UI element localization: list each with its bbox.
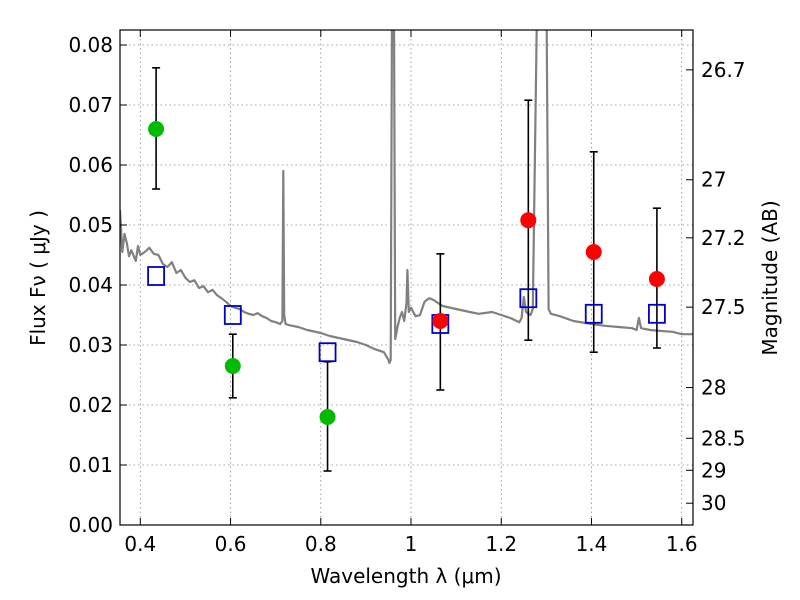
- model-photometry-box: [318, 342, 337, 363]
- model-spectrum-line: [120, 30, 693, 365]
- y-tick-label: 0.00: [68, 513, 113, 537]
- y-tick-label: 0.04: [68, 273, 113, 297]
- y-tick-label: 0.07: [68, 93, 113, 117]
- mag-tick-label: 30: [701, 491, 726, 515]
- mag-tick-label: 27.2: [701, 226, 746, 250]
- y-axis-right: 26.7 27 27.2 27.5 28 28.5 29 30: [686, 58, 746, 515]
- y-tick-label: 0.05: [68, 213, 113, 237]
- y-tick-label: 0.02: [68, 393, 113, 417]
- mag-tick-label: 27: [701, 168, 726, 192]
- green-data-point: [224, 358, 241, 374]
- x-tick-label: 1: [405, 532, 418, 556]
- red-data-point: [520, 212, 537, 229]
- x-axis: 0.4 0.6 0.8 1 1.2 1.4 1.6: [124, 30, 698, 556]
- x-tick-label: 1.4: [576, 532, 608, 556]
- x-tick-label: 1.2: [485, 532, 517, 556]
- green-data-point: [319, 409, 336, 425]
- model-photometry-box: [223, 305, 242, 325]
- y-tick-label: 0.06: [68, 153, 113, 177]
- mag-tick-label: 28: [701, 376, 726, 400]
- x-tick-label: 1.6: [666, 532, 698, 556]
- x-tick-label: 0.6: [215, 532, 247, 556]
- red-data-point: [432, 313, 449, 329]
- mag-tick-label: 29: [701, 458, 726, 482]
- y-tick-label: 0.03: [68, 333, 113, 357]
- y-tick-label: 0.01: [68, 453, 113, 477]
- mag-tick-label: 26.7: [701, 58, 746, 82]
- observed-points: [148, 121, 665, 425]
- y-axis-label: Flux Fν ( μJy ): [26, 210, 50, 346]
- green-data-point: [148, 121, 165, 137]
- y-tick-label: 0.08: [68, 33, 113, 57]
- model-photometry-box: [519, 288, 538, 309]
- x-axis-label: Wavelength λ (μm): [310, 564, 501, 588]
- model-photometry-boxes: [147, 266, 666, 363]
- plot-frame: [119, 29, 694, 526]
- model-photometry-box: [584, 303, 603, 324]
- grid-lines: [120, 30, 693, 526]
- red-data-point: [585, 244, 602, 260]
- mag-tick-label: 28.5: [701, 426, 746, 450]
- model-photometry-box: [648, 303, 666, 324]
- model-spectrum: [120, 30, 693, 365]
- model-photometry-box: [147, 266, 165, 286]
- mag-tick-label: 27.5: [701, 295, 746, 319]
- y-axis-right-label: Magnitude (AB): [758, 200, 782, 355]
- red-data-point: [648, 271, 665, 287]
- y-axis-left: 0.00 0.01 0.02 0.03 0.04 0.05 0.06 0.07 0.08: [68, 33, 127, 537]
- x-tick-label: 0.4: [124, 532, 156, 556]
- x-tick-label: 0.8: [305, 532, 337, 556]
